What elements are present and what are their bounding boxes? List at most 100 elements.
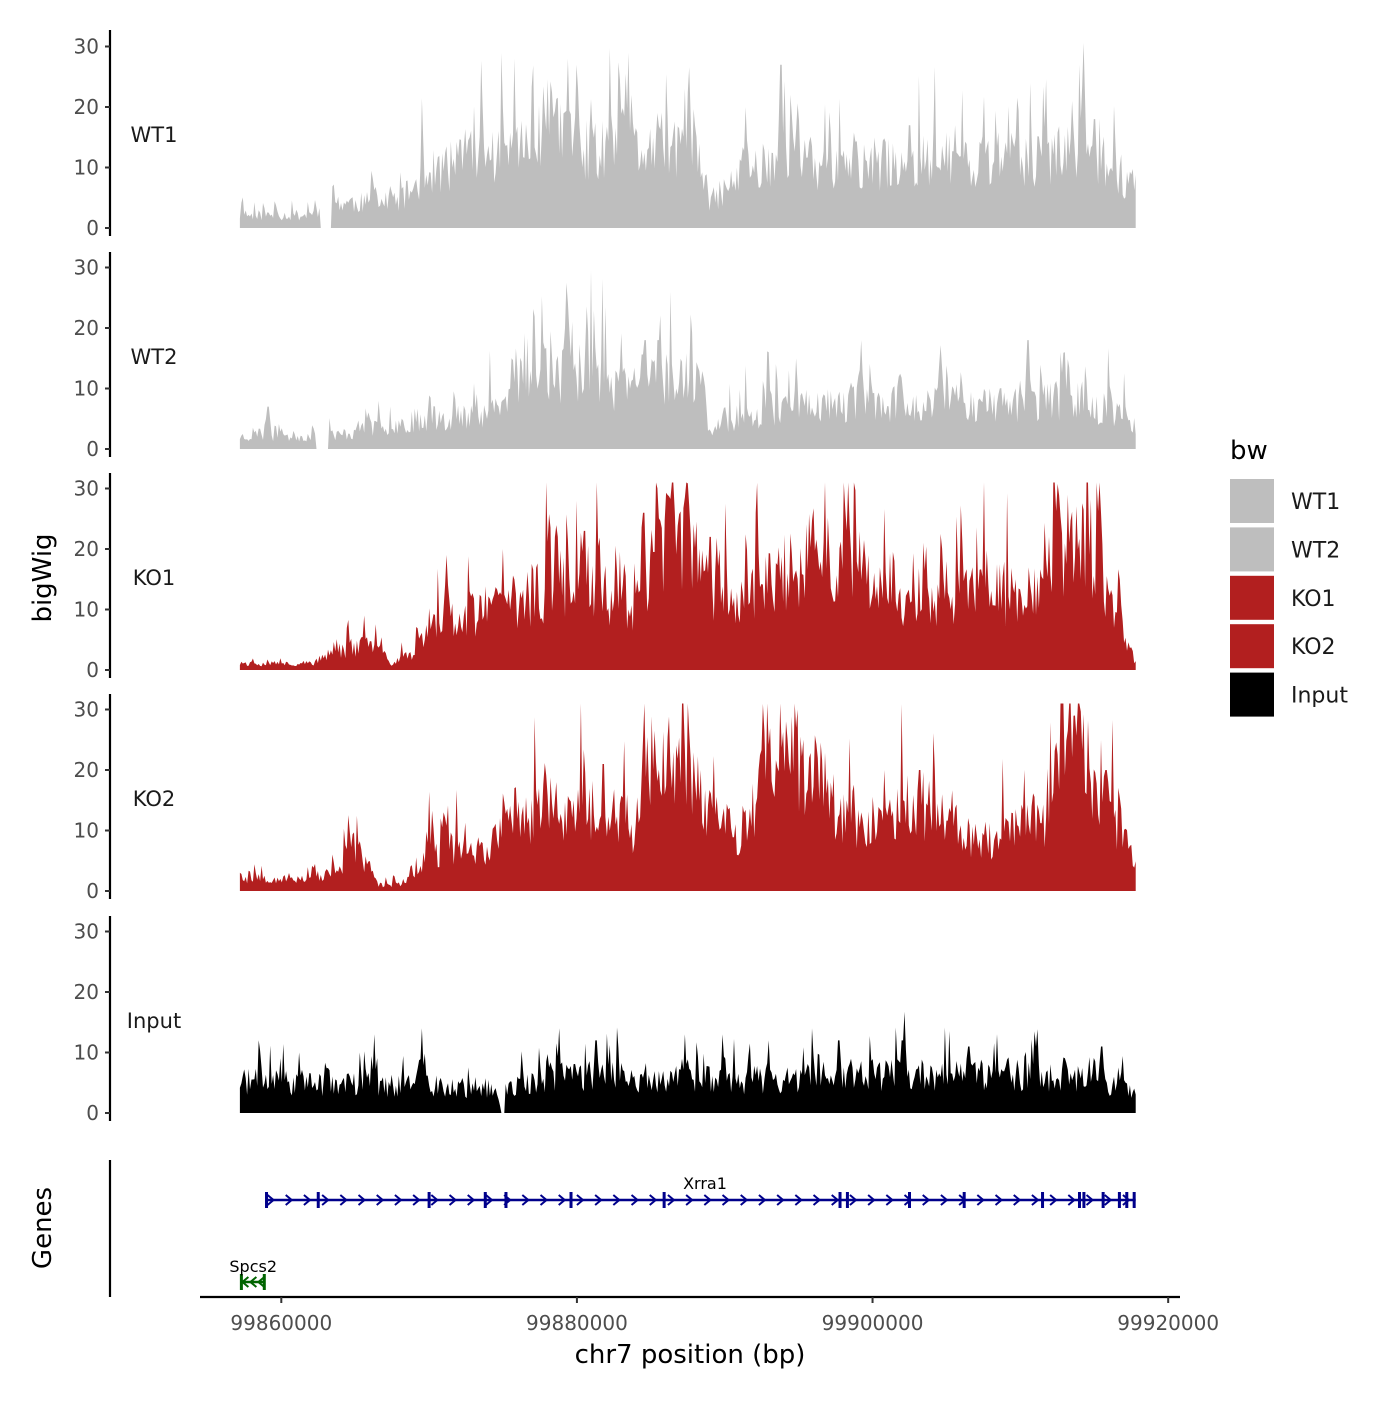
legend-swatch xyxy=(1230,527,1274,572)
strand-chevron xyxy=(448,1194,458,1206)
strand-chevron xyxy=(266,1194,276,1206)
x-axis-title: chr7 position (bp) xyxy=(575,1340,806,1370)
strand-chevron xyxy=(558,1194,567,1206)
y-tick-label: 20 xyxy=(74,95,99,119)
track-ko1: 0 10 20 30 KO1 xyxy=(74,473,1136,682)
exon-mark xyxy=(838,1192,842,1208)
legend-item-input: Input xyxy=(1230,672,1348,717)
strand-chevron xyxy=(594,1194,603,1206)
strand-chevron xyxy=(521,1194,530,1206)
strand-chevron xyxy=(430,1194,439,1206)
strand-chevron xyxy=(1049,1194,1058,1206)
x-tick-label: 99900000 xyxy=(822,1311,924,1335)
y-tick-label: 30 xyxy=(74,256,99,280)
x-axis: 99860000 99880000 99900000 99920000 xyxy=(200,1295,1219,1335)
strand-chevron xyxy=(740,1194,749,1206)
legend-item-wt1: WT1 xyxy=(1230,479,1340,523)
y-tick-label: 30 xyxy=(74,35,99,59)
signal-area-ko2 xyxy=(239,703,1136,891)
strand-chevron xyxy=(467,1194,476,1206)
strand-chevron xyxy=(812,1194,822,1206)
exon-mark xyxy=(1101,1192,1105,1208)
y-tick-label: 10 xyxy=(74,598,99,622)
strand-chevron xyxy=(630,1194,640,1206)
exon-mark xyxy=(1041,1192,1045,1208)
gene-label: Xrra1 xyxy=(683,1174,727,1193)
track-input: 0 10 20 30 Input xyxy=(74,916,1136,1125)
legend-item-ko2: KO2 xyxy=(1230,624,1336,669)
exon-mark xyxy=(239,1274,243,1290)
track-label-wt2: WT2 xyxy=(131,345,178,369)
y-tick-label: 10 xyxy=(74,156,99,180)
strand-chevron xyxy=(1013,1194,1022,1206)
gene-spcs2[interactable]: Spcs2 xyxy=(229,1257,277,1290)
strand-chevron xyxy=(321,1194,330,1206)
strand-chevron xyxy=(758,1194,767,1206)
legend-title: bw xyxy=(1230,436,1268,466)
exon-mark xyxy=(569,1192,573,1208)
strand-chevron xyxy=(776,1194,785,1206)
strand-chevron xyxy=(412,1194,421,1206)
signal-area-wt1 xyxy=(239,42,1136,229)
exon-mark xyxy=(427,1192,431,1208)
strand-chevron xyxy=(1085,1194,1095,1206)
exon-mark xyxy=(262,1274,266,1290)
strand-chevron xyxy=(849,1194,858,1206)
strand-chevron xyxy=(485,1194,494,1206)
y-tick-label: 20 xyxy=(74,980,99,1004)
track-wt1: 0 10 20 30 WT1 xyxy=(74,30,1136,240)
legend-label: KO2 xyxy=(1291,635,1336,660)
exon-mark xyxy=(265,1192,269,1208)
legend-item-ko1: KO1 xyxy=(1230,575,1336,620)
y-tick-label: 10 xyxy=(74,377,99,401)
exon-mark xyxy=(1082,1192,1086,1208)
legend-item-wt2: WT2 xyxy=(1230,527,1340,572)
strand-chevron xyxy=(1067,1194,1076,1206)
legend: bw WT1 WT2 KO1 KO2 Input xyxy=(1230,436,1348,717)
exon-mark xyxy=(1125,1192,1129,1208)
exon-mark xyxy=(1132,1192,1136,1208)
strand-chevron xyxy=(357,1194,367,1206)
legend-swatch xyxy=(1230,479,1274,523)
strand-chevron xyxy=(1031,1194,1040,1206)
exon-mark xyxy=(662,1192,666,1208)
strand-chevron xyxy=(612,1194,621,1206)
y-tick-label: 0 xyxy=(86,216,99,240)
x-tick-label: 99920000 xyxy=(1117,1311,1219,1335)
legend-label: KO1 xyxy=(1291,587,1336,612)
strand-chevron xyxy=(1104,1194,1113,1206)
y-tick-label: 0 xyxy=(86,437,99,461)
exon-mark xyxy=(504,1192,508,1208)
strand-chevron xyxy=(256,1276,266,1288)
gene-xrra1[interactable]: Xrra1 xyxy=(265,1174,1136,1208)
genes-panel-title: Genes xyxy=(28,1187,58,1269)
legend-swatch xyxy=(1230,624,1274,669)
track-wt2: 0 10 20 30 WT2 xyxy=(74,252,1136,461)
legend-swatch xyxy=(1230,672,1274,717)
strand-chevron xyxy=(867,1194,876,1206)
y-tick-label: 0 xyxy=(86,879,99,903)
exon-mark xyxy=(1077,1192,1081,1208)
y-tick-label: 20 xyxy=(74,316,99,340)
legend-label: WT1 xyxy=(1291,490,1340,515)
gene-label: Spcs2 xyxy=(229,1257,277,1276)
strand-chevron xyxy=(303,1194,312,1206)
exon-mark xyxy=(845,1192,849,1208)
track-label-input: Input xyxy=(127,1009,181,1033)
strand-chevron xyxy=(248,1276,258,1288)
track-label-wt1: WT1 xyxy=(131,123,178,147)
strand-chevron xyxy=(831,1194,840,1206)
strand-chevron xyxy=(539,1194,549,1206)
legend-label: Input xyxy=(1291,684,1348,709)
exon-mark xyxy=(316,1192,320,1208)
strand-chevron xyxy=(794,1194,803,1206)
signal-area-wt2 xyxy=(239,270,1136,449)
x-tick-label: 99860000 xyxy=(230,1311,332,1335)
track-label-ko2: KO2 xyxy=(133,787,176,811)
signal-area-input xyxy=(239,1011,1136,1113)
y-tick-label: 30 xyxy=(74,920,99,944)
exon-mark xyxy=(962,1192,966,1208)
strand-chevron xyxy=(885,1194,894,1206)
